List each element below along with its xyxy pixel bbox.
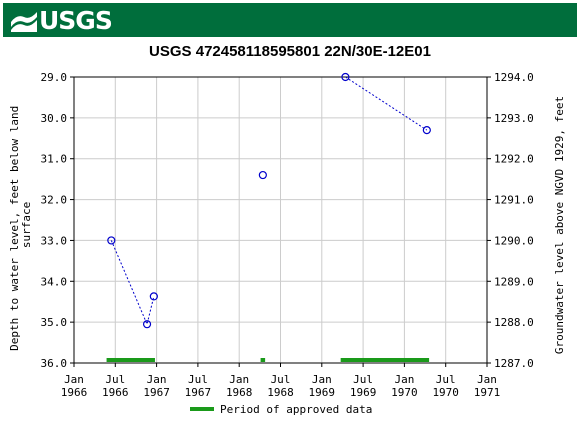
right-tick-label: 1287.0 [494, 357, 534, 370]
right-tick-label: 1290.0 [494, 234, 534, 247]
left-tick-label: 32.0 [41, 194, 68, 207]
x-tick-year: 1970 [391, 386, 418, 399]
y-axis-label-left: Depth to water level, feet below land su… [8, 99, 33, 351]
chart-title: USGS 472458118595801 22N/30E-12E01 [149, 43, 431, 60]
left-axis-ticks: 29.0 30.0 31.0 32.0 33.0 34.0 35.0 36.0 [41, 71, 74, 370]
left-tick-label: 36.0 [41, 357, 68, 370]
usgs-banner: USGS [3, 3, 577, 37]
x-tick-month: Jan [394, 373, 414, 386]
x-tick-month: Jan [477, 373, 497, 386]
series-line [345, 76, 428, 131]
x-tick-month: Jan [229, 373, 249, 386]
x-tick-month: Jul [353, 373, 373, 386]
left-tick-label: 35.0 [41, 316, 68, 329]
approved-period-bar [340, 358, 430, 362]
data-point [341, 72, 350, 82]
usgs-logo-text: USGS [39, 6, 113, 35]
left-tick-label: 31.0 [41, 153, 68, 166]
approved-period-bar [260, 358, 266, 362]
x-tick-month: Jan [64, 373, 84, 386]
legend-label: Period of approved data [220, 403, 372, 416]
right-axis-ticks: 1294.0 1293.0 1292.0 1291.0 1290.0 1289.0 1288… [487, 71, 534, 370]
series-line [110, 240, 155, 326]
x-tick-year: 1967 [185, 386, 212, 399]
x-tick-month: Jul [188, 373, 208, 386]
right-tick-label: 1292.0 [494, 153, 534, 166]
approved-period-bar [106, 358, 155, 362]
approved-periods [106, 358, 430, 362]
x-tick-month: Jul [105, 373, 125, 386]
data-point [149, 292, 158, 301]
chart-grid [74, 77, 487, 363]
x-tick-month: Jan [147, 373, 167, 386]
data-point [258, 170, 267, 180]
x-tick-year: 1966 [61, 386, 88, 399]
x-tick-year: 1971 [474, 386, 501, 399]
right-tick-label: 1293.0 [494, 112, 534, 125]
legend: Period of approved data [190, 403, 372, 416]
data-series [107, 72, 431, 329]
data-point [142, 320, 152, 329]
data-point [107, 236, 116, 245]
x-tick-month: Jul [436, 373, 456, 386]
x-tick-year: 1969 [350, 386, 377, 399]
right-tick-label: 1288.0 [494, 316, 534, 329]
x-tick-month: Jul [271, 373, 291, 386]
right-tick-label: 1294.0 [494, 71, 534, 84]
x-tick-year: 1968 [226, 386, 253, 399]
right-tick-label: 1291.0 [494, 194, 534, 207]
x-tick-month: Jan [312, 373, 332, 386]
y-axis-label-right: Groundwater level above NGVD 1929, feet [553, 96, 566, 354]
x-tick-year: 1966 [102, 386, 129, 399]
usgs-wave-icon [11, 12, 37, 32]
right-tick-label: 1289.0 [494, 275, 534, 288]
x-axis-ticks: Jan1966Jul1966Jan1967Jul1967Jan1968Jul19… [61, 363, 501, 399]
legend-swatch [190, 407, 214, 411]
data-point [422, 126, 431, 135]
left-tick-label: 33.0 [41, 234, 68, 247]
x-tick-year: 1969 [309, 386, 336, 399]
x-tick-year: 1967 [143, 386, 170, 399]
x-tick-year: 1970 [432, 386, 459, 399]
left-tick-label: 34.0 [41, 275, 68, 288]
left-tick-label: 30.0 [41, 112, 68, 125]
left-tick-label: 29.0 [41, 71, 68, 84]
x-tick-year: 1968 [267, 386, 294, 399]
